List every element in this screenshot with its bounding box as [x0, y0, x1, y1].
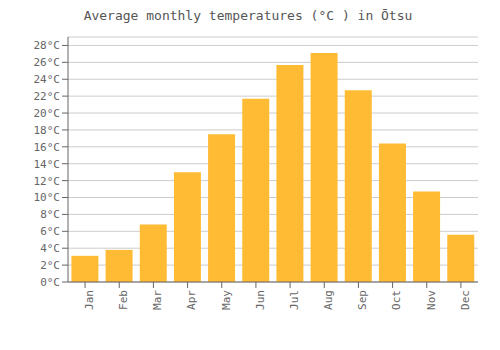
- html-text:Average monthly temperatures (: Average monthly temperatures (°C ) in Ōt…: [83, 8, 413, 23]
- svg-text:16°C: 16°C: [34, 141, 61, 154]
- svg-text:Dec: Dec: [459, 290, 472, 310]
- svg-text:Feb: Feb: [117, 290, 130, 310]
- svg-text:14°C: 14°C: [34, 158, 61, 171]
- svg-text:Oct: Oct: [390, 290, 403, 310]
- svg-text:24°C: 24°C: [34, 73, 61, 86]
- svg-text:Jan: Jan: [83, 290, 96, 310]
- svg-text:28°C: 28°C: [34, 39, 61, 52]
- svg-text:Jul: Jul: [288, 290, 301, 310]
- svg-text:22°C: 22°C: [34, 90, 61, 103]
- svg-text:May: May: [220, 290, 233, 310]
- svg-text:4°C: 4°C: [40, 242, 60, 255]
- svg-text:10°C: 10°C: [34, 191, 61, 204]
- svg-text:Apr: Apr: [185, 290, 198, 310]
- svg-text:Mar: Mar: [151, 290, 164, 310]
- svg-text:20°C: 20°C: [34, 107, 61, 120]
- svg-text:Sep: Sep: [356, 290, 369, 310]
- svg-text:12°C: 12°C: [34, 175, 61, 188]
- svg-text:Nov: Nov: [425, 290, 438, 310]
- svg-text:Aug: Aug: [322, 290, 335, 310]
- svg-text:26°C: 26°C: [34, 56, 61, 69]
- svg-text:0°C: 0°C: [40, 276, 60, 289]
- svg-text:8°C: 8°C: [40, 208, 60, 221]
- svg-text:Jun: Jun: [254, 290, 267, 310]
- svg-text:2°C: 2°C: [40, 259, 60, 272]
- svg-text:18°C: 18°C: [34, 124, 61, 137]
- svg-text:6°C: 6°C: [40, 225, 60, 238]
